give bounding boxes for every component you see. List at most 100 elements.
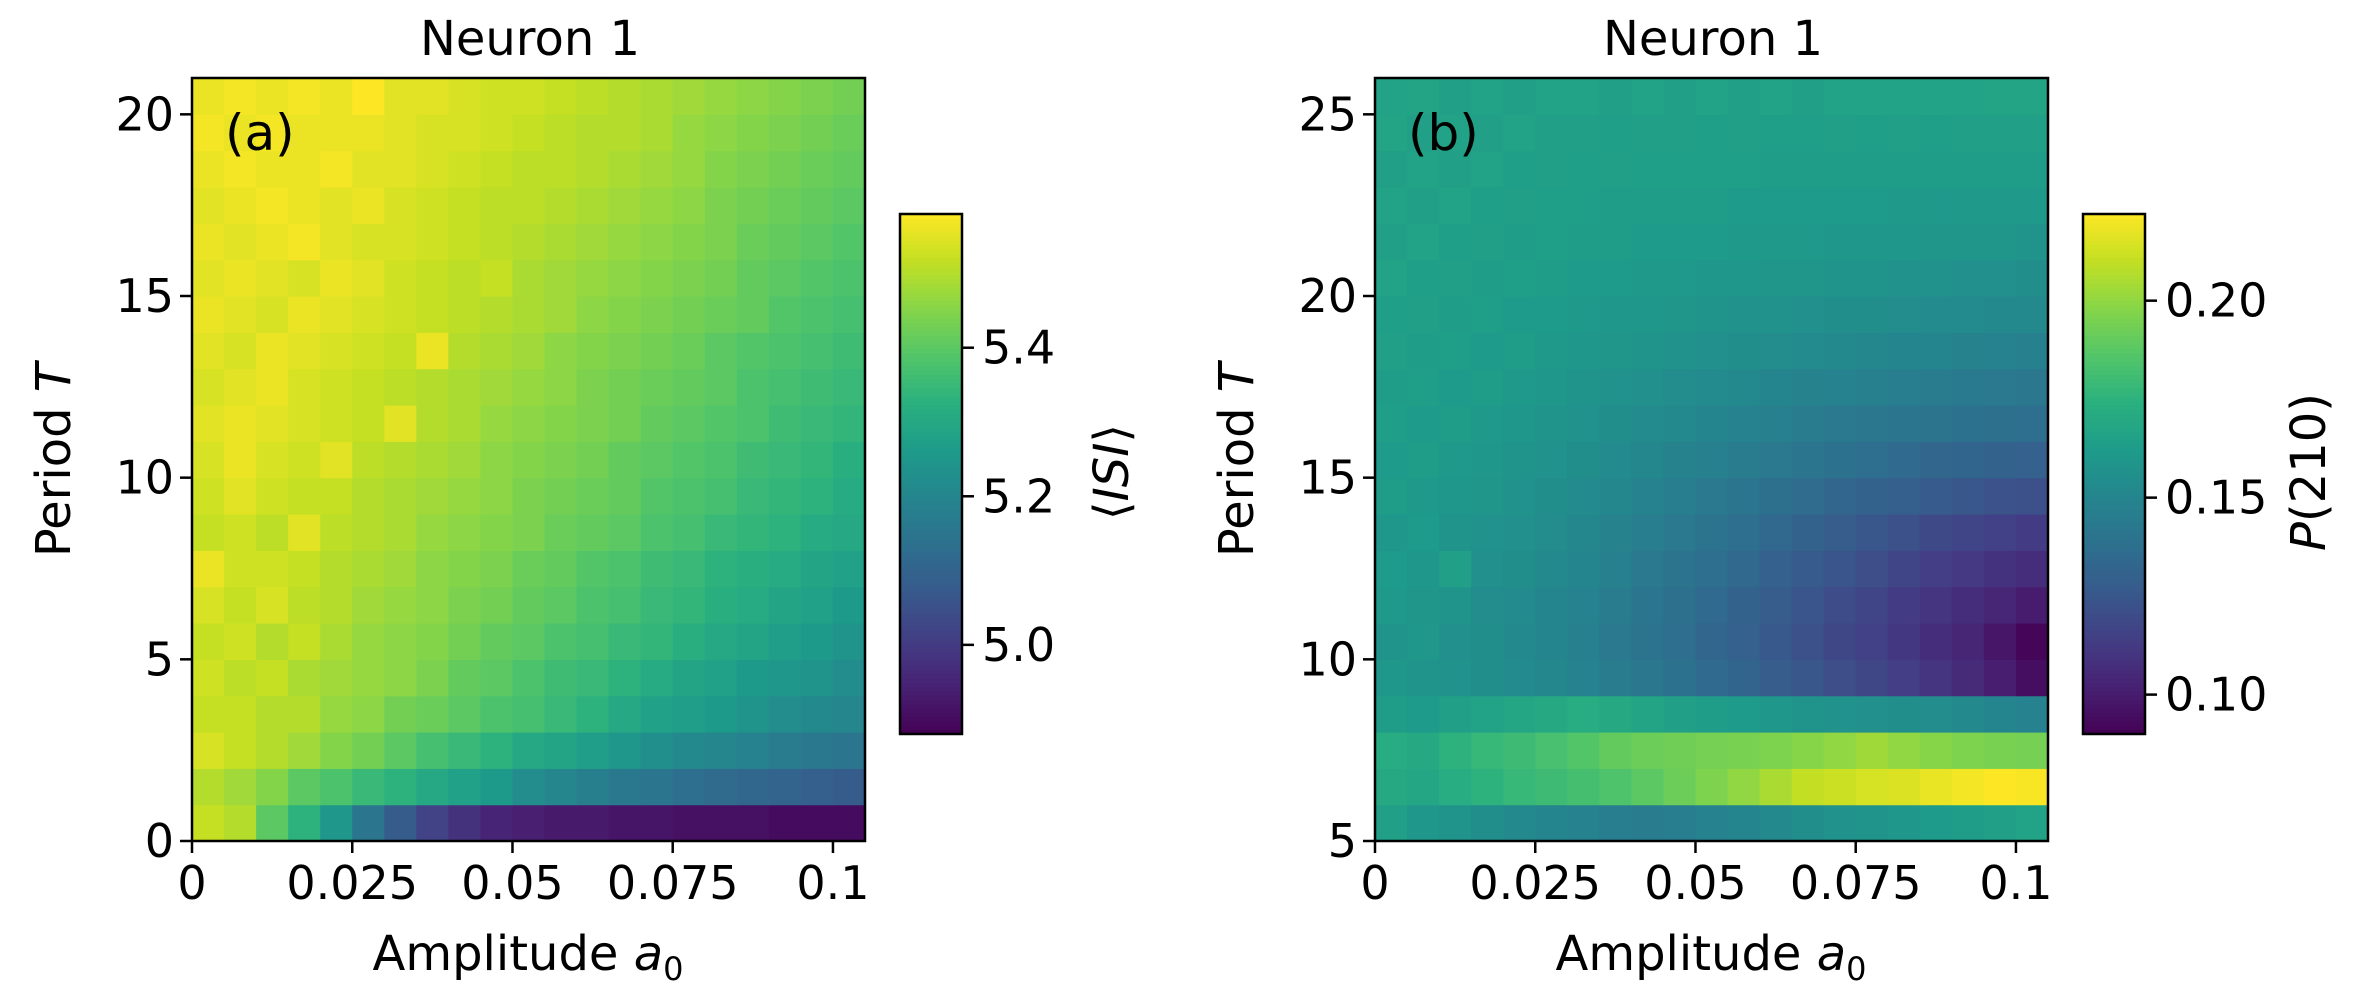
colorbar-segment: [2083, 552, 2145, 557]
colorbar-segment: [2083, 569, 2145, 575]
heatmap-cell: [416, 659, 449, 697]
colorbar-segment: [900, 309, 962, 315]
heatmap-cell: [1791, 732, 1825, 769]
heatmap-cell: [1439, 368, 1472, 406]
heatmap-cell: [1951, 259, 1985, 297]
heatmap-cell: [448, 659, 482, 697]
colorbar-segment: [2083, 313, 2145, 319]
heatmap-cell: [480, 332, 514, 370]
heatmap-cell: [320, 732, 353, 769]
heatmap-cell: [640, 586, 674, 624]
heatmap-cell: [800, 514, 834, 551]
heatmap-cell: [1599, 332, 1632, 370]
heatmap-cell: [352, 477, 385, 515]
heatmap-cell: [736, 514, 770, 551]
heatmap-cell: [1375, 78, 1408, 115]
heatmap-cell: [576, 586, 610, 624]
colorbar-segment: [900, 214, 962, 219]
heatmap-cell: [448, 441, 482, 479]
heatmap-cell: [1855, 441, 1889, 479]
heatmap-cell: [1887, 804, 1921, 842]
colorbar-segment: [2083, 729, 2145, 735]
heatmap-cell: [608, 550, 642, 588]
heatmap-cell: [576, 659, 610, 697]
heatmap-cell: [384, 477, 417, 515]
colorbar-segment: [2083, 257, 2145, 263]
heatmap-cell: [1887, 223, 1921, 261]
colorbar-segment: [900, 331, 962, 336]
colorbar-tick-label: 0.15: [2165, 471, 2267, 525]
colorbar-segment: [2083, 682, 2145, 687]
colorbar-tick-label: 5.2: [982, 469, 1055, 523]
heatmap-cell: [832, 477, 866, 515]
heatmap-cell: [1471, 332, 1504, 370]
heatmap-cells: [1375, 78, 2049, 842]
heatmap-cell: [416, 732, 449, 769]
heatmap-cell: [1471, 732, 1504, 769]
heatmap-cell: [1567, 768, 1600, 806]
colorbar-segment: [2083, 374, 2145, 380]
colorbar-segment: [2083, 656, 2145, 661]
colorbar-segment: [900, 543, 962, 549]
heatmap-cell: [1887, 259, 1921, 297]
heatmap-cell: [1823, 78, 1857, 115]
heatmap-cell: [1791, 296, 1825, 333]
colorbar-segment: [900, 326, 962, 332]
heatmap-cell: [800, 78, 834, 115]
heatmap-cell: [352, 623, 385, 660]
heatmap-cell: [1375, 659, 1408, 697]
colorbar-segment: [900, 378, 962, 384]
heatmap-cell: [544, 150, 578, 188]
heatmap-cell: [288, 550, 321, 588]
heatmap-cell: [224, 477, 257, 515]
heatmap-cell: [448, 223, 482, 261]
heatmap-cell: [640, 187, 674, 224]
heatmap-cell: [832, 550, 866, 588]
heatmap-cell: [1791, 332, 1825, 370]
colorbar-segment: [2083, 695, 2145, 700]
colorbar-segment: [2083, 617, 2145, 622]
heatmap-cell: [832, 768, 866, 806]
x-tick-label: 0.1: [1979, 856, 2052, 910]
colorbar-segment: [2083, 513, 2145, 518]
heatmap-cell: [1919, 732, 1953, 769]
colorbar-segment: [2083, 604, 2145, 609]
heatmap-cell: [1631, 296, 1665, 333]
heatmap-cell: [1983, 114, 2017, 152]
heatmap-cell: [192, 695, 225, 733]
heatmap-cell: [512, 732, 546, 769]
colorbar-segment: [2083, 283, 2145, 289]
heatmap-cell: [768, 623, 802, 660]
heatmap-cell: [768, 150, 802, 188]
heatmap-cell: [704, 768, 738, 806]
heatmap-cell: [672, 259, 706, 297]
heatmap-cell: [1759, 441, 1793, 479]
heatmap-cell: [192, 623, 225, 660]
heatmap-cell: [800, 114, 834, 152]
colorbar-segment: [900, 404, 962, 410]
heatmap-cell: [1631, 441, 1665, 479]
heatmap-cell: [1663, 550, 1697, 588]
heatmap-cell: [1535, 477, 1568, 515]
heatmap-cell: [704, 259, 738, 297]
heatmap-cell: [832, 150, 866, 188]
colorbar-segment: [900, 595, 962, 601]
heatmap-cell: [1599, 405, 1632, 442]
colorbar-segment: [900, 660, 962, 666]
colorbar-segment: [2083, 599, 2145, 605]
heatmap-cell: [1407, 695, 1440, 733]
heatmap-cell: [288, 187, 321, 224]
heatmap-cell: [1951, 514, 1985, 551]
heatmap-cell: [1471, 223, 1504, 261]
colorbar-segment: [900, 387, 962, 393]
heatmap-cell: [192, 514, 225, 551]
heatmap-cell: [1983, 368, 2017, 406]
heatmap-cell: [576, 514, 610, 551]
heatmap-cell: [1631, 259, 1665, 297]
heatmap-cell: [1759, 768, 1793, 806]
heatmap-cell: [224, 659, 257, 697]
heatmap-cell: [384, 368, 417, 406]
heatmap-cell: [224, 441, 257, 479]
heatmap-cell: [1599, 768, 1632, 806]
heatmap-cell: [352, 114, 385, 152]
